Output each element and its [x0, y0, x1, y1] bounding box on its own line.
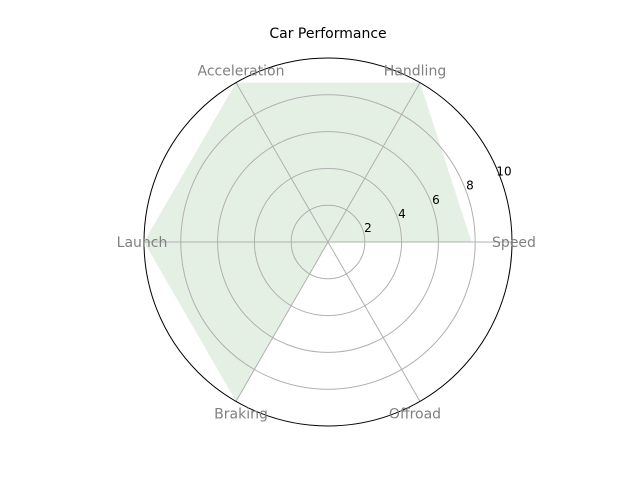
axis-label-layer: Speed Handling Acceleration Launch Braking Of… [117, 64, 536, 423]
r-tick-10: 10 [496, 165, 511, 179]
axis-label-handling: Handling [384, 64, 446, 80]
r-tick-6: 6 [432, 193, 440, 207]
axis-label-braking: Braking [214, 406, 268, 422]
r-tick-4: 4 [398, 207, 406, 221]
r-tick-2: 2 [364, 221, 372, 235]
chart-title: Car Performance [269, 26, 386, 42]
radial-tick-layer: 2 4 6 8 10 [364, 165, 511, 235]
r-tick-8: 8 [466, 179, 474, 193]
spoke-braking [235, 241, 329, 402]
axis-label-launch: Launch [117, 235, 168, 251]
outer-frame [143, 57, 513, 427]
spoke-acceleration [235, 82, 329, 243]
spoke-offroad [327, 241, 421, 402]
axis-label-acceleration: Acceleration [198, 64, 285, 80]
axis-label-offroad: Offroad [389, 406, 441, 422]
spoke-handling [327, 82, 421, 243]
grid-layer [143, 57, 513, 427]
axis-label-speed: Speed [492, 235, 536, 251]
